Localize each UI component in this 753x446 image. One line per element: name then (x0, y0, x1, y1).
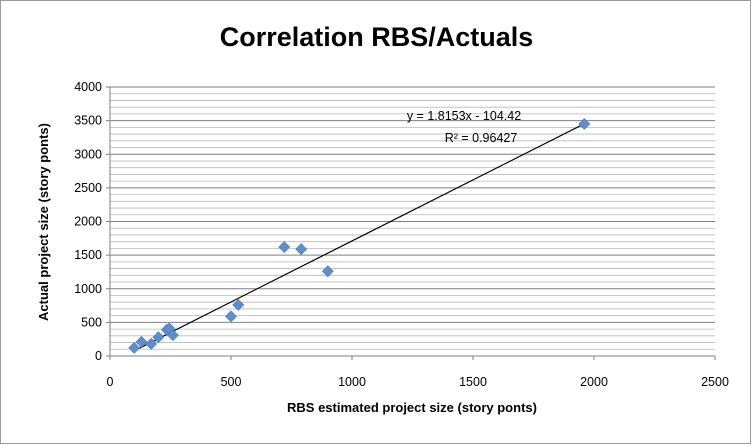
data-point (166, 329, 179, 342)
trendline-equation: y = 1.8153x - 104.42 (407, 109, 521, 123)
x-tick-label: 500 (221, 375, 242, 389)
y-tick-label: 3000 (74, 147, 102, 161)
data-point (321, 265, 334, 278)
data-point (145, 337, 158, 350)
y-tick-label: 1500 (74, 248, 102, 262)
x-tick-labels: 0 500 1000 1500 2000 2500 (107, 375, 729, 389)
axes (106, 86, 716, 360)
data-point (295, 243, 308, 255)
data-point (578, 118, 591, 130)
x-tick-label: 0 (107, 375, 114, 389)
y-tick-label: 500 (81, 315, 102, 329)
trendline (133, 123, 585, 352)
y-tick-label: 2000 (74, 215, 102, 229)
data-points (128, 118, 591, 354)
y-tick-label: 4000 (74, 80, 102, 94)
x-tick-label: 2000 (580, 375, 608, 389)
x-axis-title: RBS estimated project size (story ponts) (287, 400, 537, 415)
data-point (278, 241, 291, 253)
data-point (225, 310, 237, 323)
chart-title: Correlation RBS/Actuals (219, 22, 534, 52)
data-point (152, 331, 165, 344)
y-tick-label: 2500 (74, 181, 102, 195)
data-point (128, 342, 141, 354)
y-axis-title: Actual project size (story ponts) (36, 123, 51, 321)
x-tick-label: 1000 (338, 375, 366, 389)
gridlines (110, 86, 715, 350)
x-tick-label: 2500 (701, 375, 729, 389)
x-tick-label: 1500 (459, 375, 487, 389)
y-tick-label: 1000 (74, 282, 102, 296)
trendline-group (133, 123, 585, 352)
y-tick-label: 0 (95, 349, 102, 363)
y-tick-label: 3500 (74, 114, 102, 128)
r-squared-label: R² = 0.96427 (445, 131, 518, 145)
data-point (232, 298, 245, 311)
data-point (135, 335, 148, 348)
y-tick-labels: 0 500 1000 1500 2000 2500 3000 3500 4000 (74, 80, 102, 363)
